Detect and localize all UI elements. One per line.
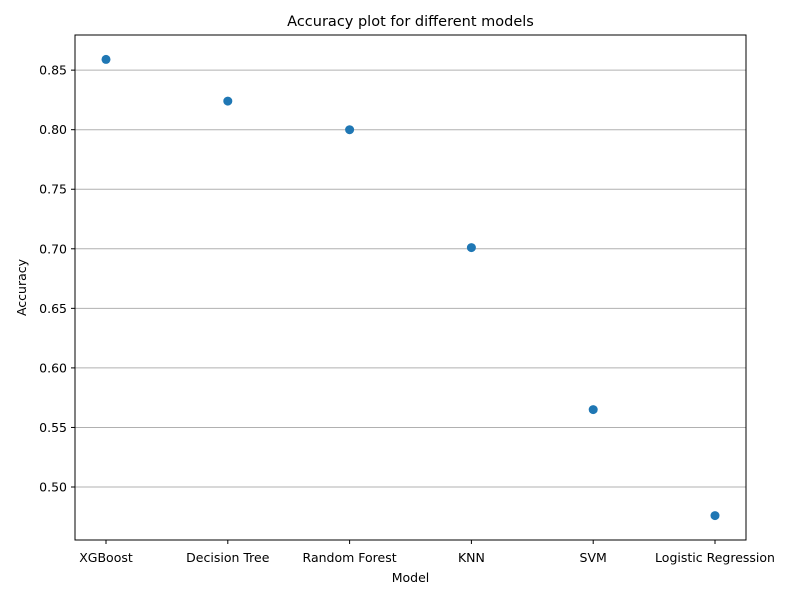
data-point (466, 243, 476, 253)
x-tick-label: XGBoost (79, 550, 133, 565)
data-point (710, 511, 720, 521)
y-tick-label: 0.70 (39, 241, 67, 256)
y-tick-label: 0.65 (39, 301, 67, 316)
plot-area-frame (74, 34, 747, 541)
y-tick-label: 0.50 (39, 479, 67, 494)
x-axis-label: Model (392, 570, 430, 585)
axis-ticks: 0.50 0.55 0.60 0.65 0.70 0.75 0.80 0.85 XGBoost D… (39, 63, 775, 565)
data-point (345, 125, 355, 135)
data-point (588, 405, 598, 415)
y-tick-label: 0.60 (39, 360, 67, 375)
x-tick-label: Logistic Regression (655, 550, 775, 565)
x-tick-label: Decision Tree (186, 550, 270, 565)
x-tick-label: Random Forest (303, 550, 397, 565)
y-tick-label: 0.85 (39, 63, 67, 78)
y-tick-label: 0.80 (39, 122, 67, 137)
data-point (223, 96, 233, 106)
chart-title: Accuracy plot for different models (287, 14, 534, 30)
y-tick-label: 0.55 (39, 420, 67, 435)
gridlines (75, 69, 746, 488)
data-points (101, 54, 720, 521)
data-point (101, 54, 111, 64)
x-tick-label: SVM (580, 550, 607, 565)
y-tick-label: 0.75 (39, 182, 67, 197)
x-tick-label: KNN (458, 550, 485, 565)
y-axis-label: Accuracy (14, 258, 29, 316)
